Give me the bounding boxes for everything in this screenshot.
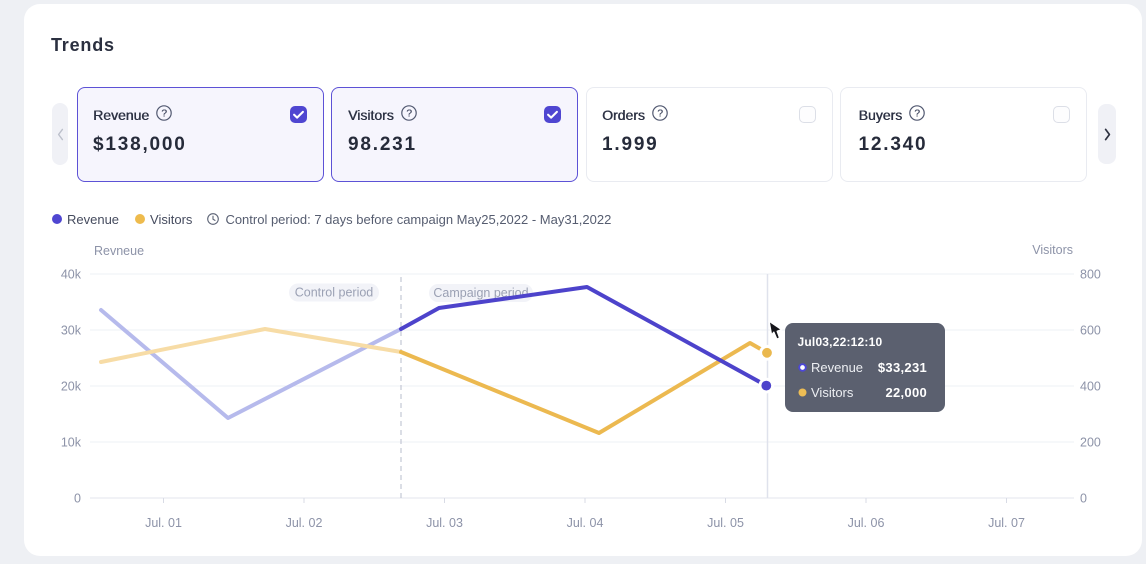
svg-text:800: 800 — [1080, 268, 1101, 282]
svg-text:?: ? — [406, 109, 412, 120]
svg-text:Jul. 06: Jul. 06 — [848, 516, 885, 530]
svg-text:Jul. 01: Jul. 01 — [145, 516, 182, 530]
svg-text:Jul. 03: Jul. 03 — [426, 516, 463, 530]
svg-text:?: ? — [657, 109, 663, 120]
svg-text:200: 200 — [1080, 436, 1101, 450]
svg-text:20k: 20k — [61, 380, 82, 394]
svg-text:Jul. 05: Jul. 05 — [707, 516, 744, 530]
svg-text:30k: 30k — [61, 324, 82, 338]
svg-text:40k: 40k — [61, 268, 82, 282]
svg-text:0: 0 — [1080, 492, 1087, 506]
svg-text:?: ? — [161, 109, 167, 120]
svg-text:Control period: Control period — [295, 286, 374, 300]
svg-text:Jul. 07: Jul. 07 — [988, 516, 1025, 530]
svg-text:?: ? — [914, 109, 920, 120]
svg-text:Visitors: Visitors — [1032, 243, 1073, 257]
svg-text:600: 600 — [1080, 324, 1101, 338]
svg-text:Jul. 02: Jul. 02 — [286, 516, 323, 530]
svg-text:Jul. 04: Jul. 04 — [567, 516, 604, 530]
svg-text:Revneue: Revneue — [94, 244, 144, 258]
svg-text:0: 0 — [74, 492, 81, 506]
svg-text:Campaign period: Campaign period — [433, 286, 528, 300]
svg-text:10k: 10k — [61, 436, 82, 450]
svg-text:400: 400 — [1080, 380, 1101, 394]
